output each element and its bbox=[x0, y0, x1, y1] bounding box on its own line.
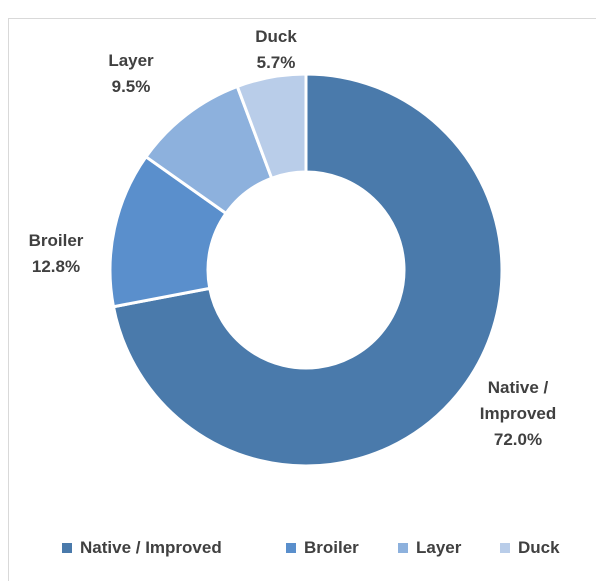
label-category: Native / Improved bbox=[479, 378, 557, 423]
data-label: Broiler 12.8% bbox=[20, 228, 92, 280]
donut-slice bbox=[235, 72, 308, 181]
legend-text: Layer bbox=[416, 538, 462, 557]
legend-item: Duck bbox=[500, 538, 560, 558]
label-category: Duck bbox=[255, 27, 297, 46]
label-category: Layer bbox=[108, 51, 154, 70]
label-value: 12.8% bbox=[31, 257, 81, 276]
data-label: Native / Improved 72.0% bbox=[470, 375, 566, 453]
data-label: Layer 9.5% bbox=[95, 48, 167, 100]
legend-swatch bbox=[500, 543, 510, 553]
label-value: 9.5% bbox=[111, 77, 151, 96]
legend-swatch bbox=[398, 543, 408, 553]
donut-slice bbox=[111, 72, 504, 468]
label-value: 72.0% bbox=[493, 430, 543, 449]
chart-border bbox=[8, 18, 596, 581]
data-label: Duck 5.7% bbox=[240, 24, 312, 76]
legend-item: Layer bbox=[398, 538, 461, 558]
legend-item: Broiler bbox=[286, 538, 359, 558]
legend-text: Broiler bbox=[304, 538, 359, 557]
legend-swatch bbox=[62, 543, 72, 553]
legend-text: Native / Improved bbox=[80, 538, 222, 557]
label-value: 5.7% bbox=[256, 53, 296, 72]
legend-item: Native / Improved bbox=[62, 538, 222, 558]
legend-text: Duck bbox=[518, 538, 560, 557]
label-category: Broiler bbox=[28, 231, 84, 250]
legend-swatch bbox=[286, 543, 296, 553]
